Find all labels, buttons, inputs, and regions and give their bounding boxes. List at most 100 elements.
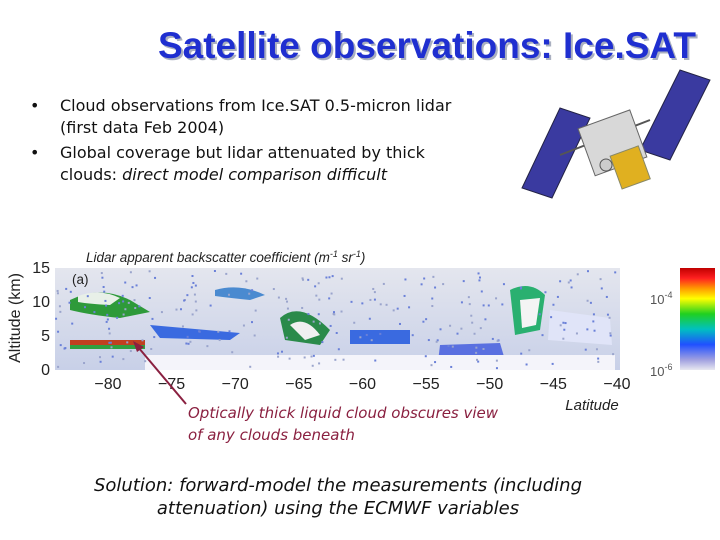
speckle: [495, 359, 498, 362]
speckle: [248, 292, 251, 295]
speckle: [328, 297, 331, 300]
speckle: [340, 310, 343, 313]
speckle: [586, 328, 589, 331]
speckle: [434, 361, 437, 364]
speckle: [192, 281, 195, 284]
speckle: [368, 317, 371, 320]
y-ticks: 15 10 5 0: [32, 260, 50, 379]
colorbar: [680, 268, 715, 370]
speckle: [422, 320, 425, 323]
speckle: [58, 305, 61, 308]
speckle: [312, 354, 315, 357]
speckle: [502, 283, 505, 286]
speckle: [104, 299, 107, 302]
title: Satellite observations: Ice.SAT: [158, 25, 696, 66]
speckle: [372, 287, 375, 290]
speckle: [105, 320, 108, 323]
speckle: [307, 313, 310, 316]
speckle: [83, 362, 86, 365]
speckle: [111, 355, 114, 358]
speckle: [335, 331, 338, 334]
speckle: [350, 300, 353, 303]
colorbar-base: 10: [650, 292, 664, 307]
speckle: [245, 280, 248, 283]
speckle: [431, 305, 434, 308]
y-tick-label: 10: [32, 294, 50, 311]
speckle: [333, 313, 336, 316]
speckle: [285, 297, 288, 300]
speckle: [451, 345, 454, 348]
x-ticks: −80 −75 −70 −65 −60 −55 −50 −45 −40: [94, 376, 630, 393]
x-tick-label: −80: [94, 376, 121, 393]
speckle: [228, 330, 231, 333]
speckle: [334, 358, 337, 361]
speckle: [408, 306, 411, 309]
caption-text: Lidar apparent backscatter coefficient (…: [86, 250, 330, 265]
speckle: [482, 348, 485, 351]
speckle: [477, 360, 480, 363]
speckle: [135, 284, 138, 287]
speckle: [519, 287, 522, 290]
speckle: [314, 285, 317, 288]
speckle: [191, 274, 194, 277]
speckle: [175, 308, 178, 311]
speckle: [552, 303, 555, 306]
lidar-figure: Lidar apparent backscatter coefficient (…: [7, 249, 715, 414]
annotation-line: of any clouds beneath: [188, 426, 355, 444]
speckle: [439, 328, 442, 331]
bullet-line: Global coverage but lidar attenuated by …: [60, 143, 426, 162]
speckle: [253, 334, 256, 337]
speckle: [118, 302, 121, 305]
speckle: [392, 309, 395, 312]
speckle: [56, 292, 59, 295]
speckle: [597, 357, 600, 360]
speckle: [589, 301, 592, 304]
speckle: [321, 341, 324, 344]
speckle: [365, 333, 368, 336]
speckle: [478, 279, 481, 282]
speckle: [478, 276, 481, 279]
solution-line: Solution: forward-model the measurements…: [94, 475, 582, 496]
speckle: [144, 360, 147, 363]
speckle: [180, 308, 183, 311]
solution-line: attenuation) using the ECMWF variables: [157, 498, 519, 519]
speckle: [108, 327, 111, 330]
speckle: [277, 355, 280, 358]
speckle: [225, 272, 228, 275]
speckle: [586, 270, 589, 273]
speckle: [122, 300, 125, 303]
speckle: [569, 279, 572, 282]
x-tick-label: −40: [603, 376, 630, 393]
speckle: [606, 313, 609, 316]
speckle: [218, 339, 221, 342]
speckle: [206, 345, 209, 348]
bullets: • Cloud observations from Ice.SAT 0.5-mi…: [30, 96, 452, 184]
speckle: [110, 346, 113, 349]
speckle: [425, 318, 428, 321]
speckle: [487, 304, 490, 307]
speckle: [605, 295, 608, 298]
speckle: [276, 352, 279, 355]
caption-sup: -1: [353, 249, 361, 259]
speckle: [286, 307, 289, 310]
speckle: [491, 337, 494, 340]
speckle: [559, 324, 562, 327]
speckle: [427, 339, 430, 342]
speckle: [484, 318, 487, 321]
speckle: [108, 341, 111, 344]
speckle: [340, 277, 343, 280]
speckle: [436, 339, 439, 342]
speckle: [538, 313, 541, 316]
speckle: [456, 332, 459, 335]
speckle: [105, 304, 108, 307]
speckle: [420, 283, 423, 286]
speckle: [109, 341, 112, 344]
x-tick-label: −75: [158, 376, 185, 393]
speckle: [122, 313, 125, 316]
speckle: [317, 282, 320, 285]
speckle: [141, 339, 144, 342]
speckle: [277, 296, 280, 299]
speckle: [525, 363, 528, 366]
speckle: [102, 285, 105, 288]
